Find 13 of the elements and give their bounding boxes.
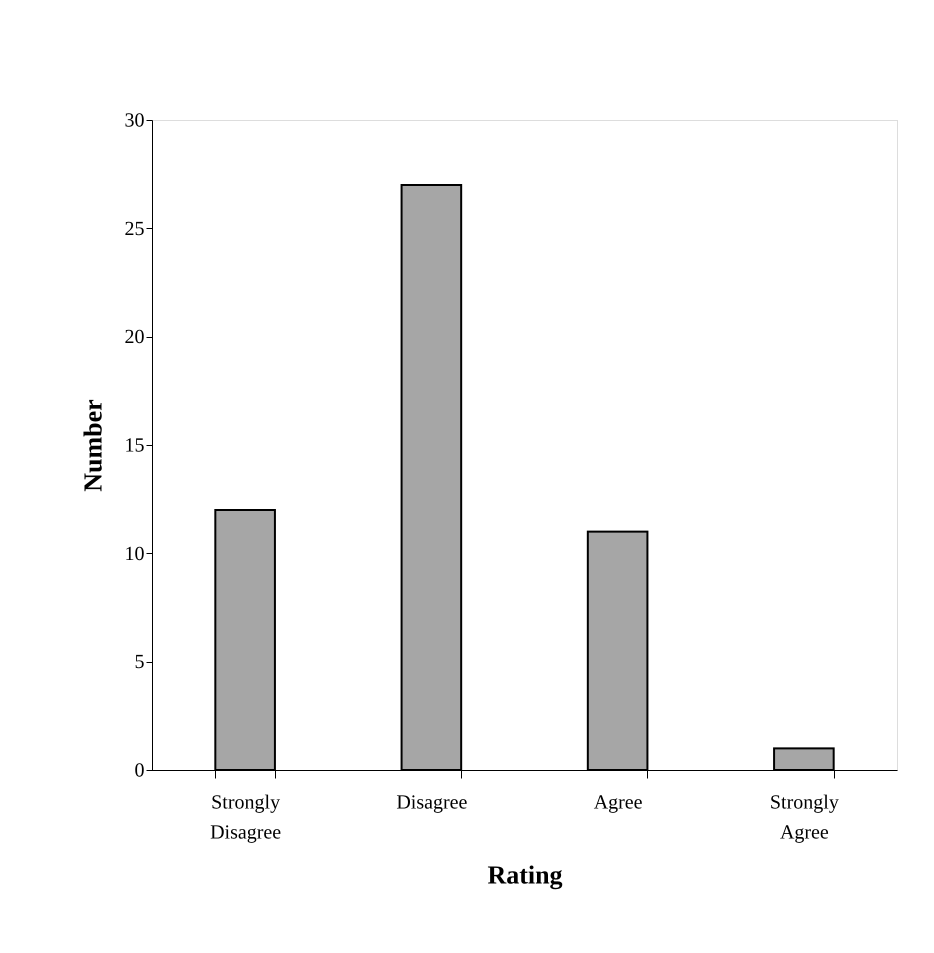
y-tick-label: 25 (124, 218, 144, 240)
y-tick-label: 10 (124, 542, 144, 565)
y-tick-label: 15 (124, 434, 144, 456)
y-tick-label: 0 (134, 760, 144, 782)
x-tick-label: Strongly Agree (770, 792, 839, 844)
x-tick-label: Disagree (396, 792, 468, 814)
x-axis-title: Rating (487, 860, 563, 890)
x-tick-label: Agree (594, 792, 643, 814)
y-axis-title: Number (78, 399, 108, 492)
x-tick-label: Strongly Disagree (210, 792, 282, 844)
y-tick-label: 30 (124, 110, 144, 132)
y-tick-label: 20 (124, 326, 144, 348)
y-tick-label: 5 (134, 651, 144, 674)
